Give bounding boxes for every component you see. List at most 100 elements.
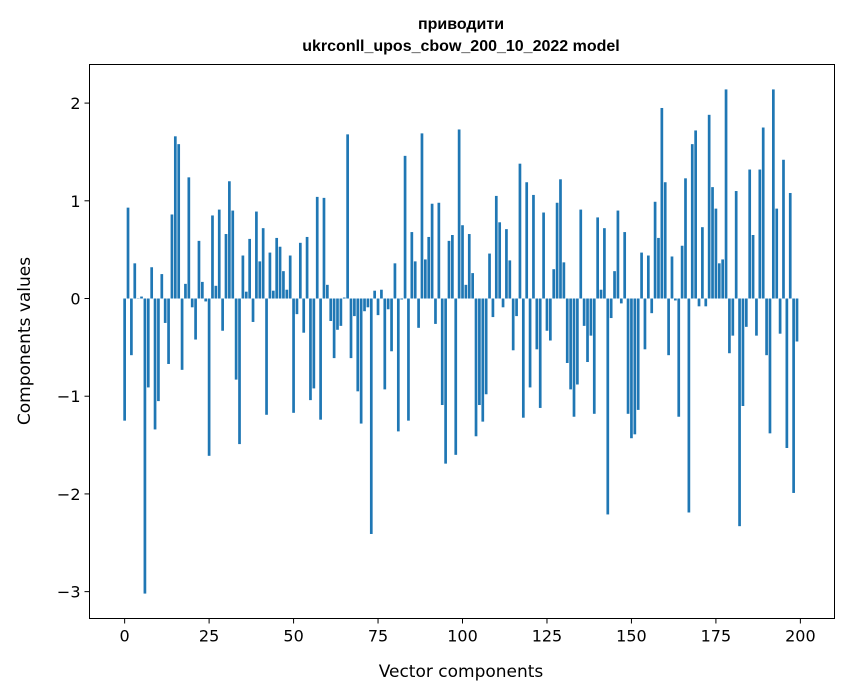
bar-component-37: [248, 239, 251, 299]
bar-component-74: [373, 291, 376, 299]
bar-component-2: [130, 299, 133, 356]
chart-title-line-1: приводити: [418, 16, 504, 33]
y-tick-label: 1: [70, 192, 80, 211]
bar-component-148: [623, 232, 626, 298]
bar-component-16: [177, 144, 180, 298]
bar-component-121: [532, 195, 535, 299]
bar-component-55: [309, 299, 312, 401]
bar-component-125: [546, 299, 549, 331]
bar-component-82: [400, 299, 403, 300]
bar-component-117: [519, 164, 522, 299]
bar-component-48: [285, 290, 288, 299]
bar-component-119: [525, 182, 528, 298]
bar-component-22: [198, 241, 201, 299]
bar-component-88: [421, 133, 424, 298]
bar-component-40: [258, 261, 261, 298]
bar-component-34: [238, 299, 241, 445]
x-tick-label: 75: [368, 627, 388, 646]
bar-component-198: [792, 299, 795, 493]
x-tick-label: 175: [701, 627, 732, 646]
y-tick-label: −2: [57, 485, 81, 504]
bar-component-139: [593, 299, 596, 414]
bar-component-169: [694, 130, 697, 298]
bar-component-76: [380, 290, 383, 299]
bar-component-166: [684, 178, 687, 298]
bar-component-134: [576, 299, 579, 385]
bar-component-147: [620, 299, 623, 304]
bar-component-93: [438, 203, 441, 299]
bar-component-54: [306, 237, 309, 299]
bar-component-61: [329, 299, 332, 321]
bar-component-23: [201, 282, 204, 299]
bar-component-94: [441, 299, 444, 406]
bar-component-70: [360, 299, 363, 424]
bar-component-183: [742, 299, 745, 406]
bar-component-101: [465, 285, 468, 299]
bar-component-28: [218, 210, 221, 299]
bar-component-67: [350, 299, 353, 359]
bar-component-176: [718, 263, 721, 298]
bar-component-161: [667, 299, 670, 356]
bar-component-27: [215, 286, 218, 299]
bar-component-177: [721, 259, 724, 298]
bar-component-83: [404, 156, 407, 299]
bar-component-104: [475, 299, 478, 437]
bar-component-53: [302, 299, 305, 333]
bar-component-21: [194, 299, 197, 340]
x-tick-label: 25: [199, 627, 219, 646]
bar-component-72: [367, 299, 370, 308]
bar-component-145: [613, 271, 616, 298]
bar-component-160: [664, 182, 667, 298]
bar-component-115: [512, 299, 515, 351]
y-tick-label: 0: [70, 290, 80, 309]
bar-component-191: [769, 299, 772, 434]
bar-component-15: [174, 136, 177, 298]
bar-component-165: [681, 246, 684, 299]
bar-component-199: [796, 299, 799, 342]
bar-component-190: [765, 299, 768, 356]
x-tick-label: 100: [447, 627, 478, 646]
bar-component-153: [640, 253, 643, 299]
bar-component-96: [448, 241, 451, 299]
bar-component-144: [610, 299, 613, 319]
bar-component-7: [147, 299, 150, 388]
bar-component-120: [529, 299, 532, 388]
bar-component-39: [255, 212, 258, 299]
bar-component-52: [299, 243, 302, 299]
bar-component-142: [603, 228, 606, 298]
bar-component-108: [488, 254, 491, 299]
bar-component-20: [191, 299, 194, 308]
bar-component-179: [728, 299, 731, 354]
bar-component-159: [660, 108, 663, 299]
bar-component-66: [346, 134, 349, 298]
bar-component-71: [363, 299, 366, 312]
bar-component-126: [549, 299, 552, 341]
bar-component-12: [164, 299, 167, 323]
bar-component-47: [282, 271, 285, 298]
bar-component-157: [654, 202, 657, 299]
bar-component-105: [478, 299, 481, 406]
bar-component-189: [762, 128, 765, 299]
bar-component-69: [356, 299, 359, 392]
x-tick-label: 0: [120, 627, 130, 646]
bar-component-3: [133, 263, 136, 298]
bar-component-9: [154, 299, 157, 430]
bar-component-79: [390, 299, 393, 352]
bar-component-44: [272, 291, 275, 299]
bar-component-63: [336, 299, 339, 330]
bar-component-149: [627, 299, 630, 414]
plot-frame: [90, 65, 835, 619]
bar-component-98: [454, 299, 457, 455]
bar-component-187: [755, 299, 758, 336]
bar-component-30: [225, 234, 228, 298]
bar-component-193: [775, 209, 778, 299]
bar-component-141: [600, 290, 603, 299]
bar-component-136: [583, 299, 586, 326]
bar-component-109: [492, 299, 495, 318]
bar-component-99: [458, 129, 461, 298]
bar-component-137: [586, 299, 589, 363]
bar-component-185: [748, 170, 751, 299]
bar-component-24: [204, 299, 207, 302]
bar-component-106: [481, 299, 484, 422]
bar-component-51: [296, 299, 299, 315]
